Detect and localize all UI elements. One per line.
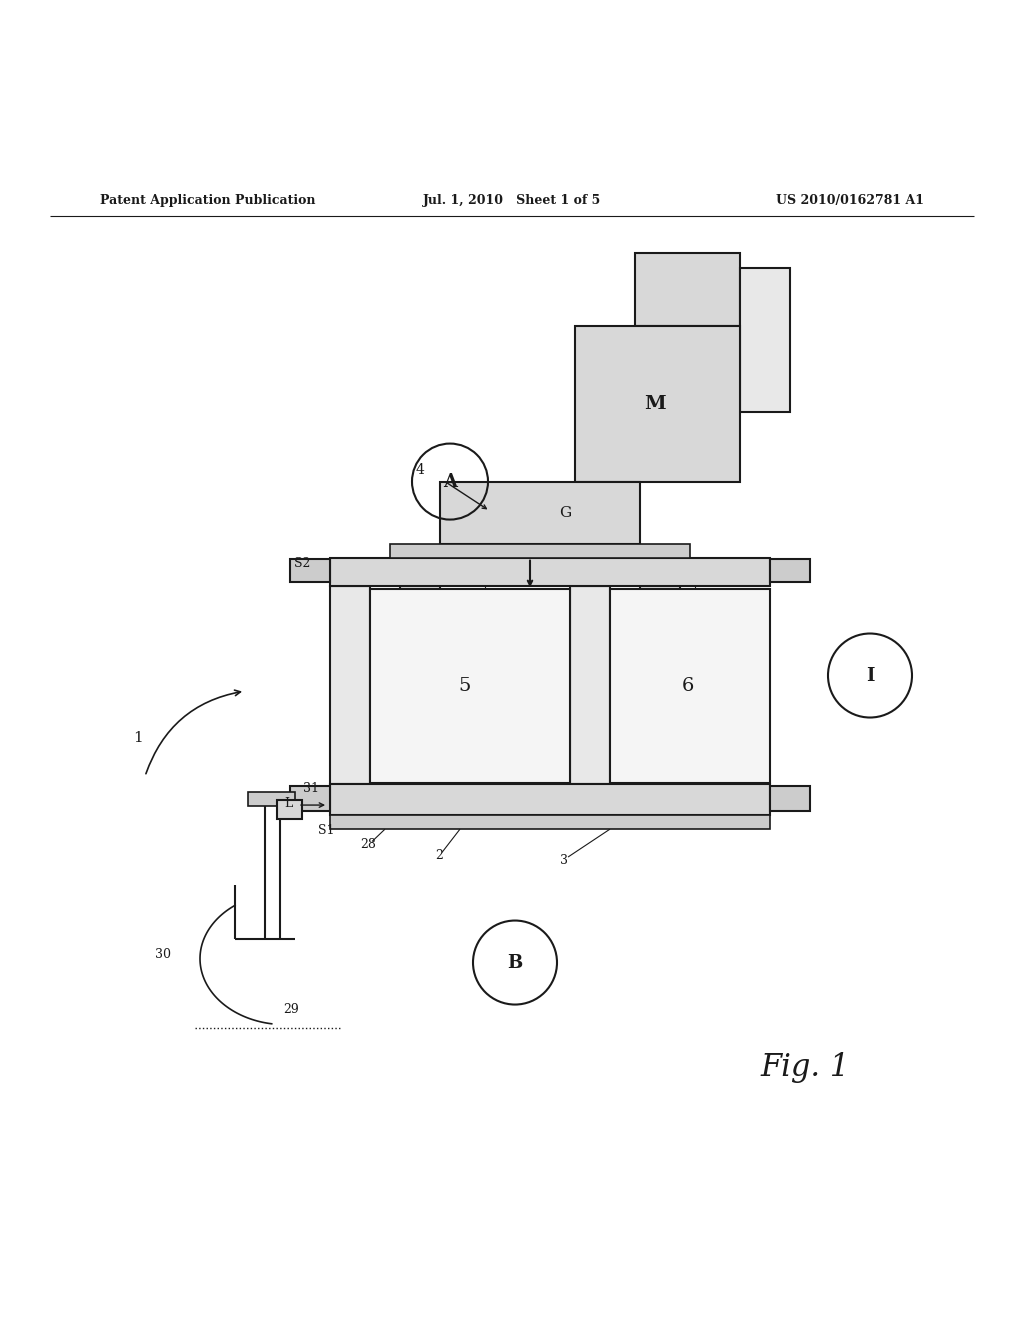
Text: Patent Application Publication: Patent Application Publication [100, 194, 315, 207]
Text: S2: S2 [294, 557, 310, 569]
Text: 3: 3 [560, 854, 568, 867]
Bar [390, 544, 690, 557]
Text: 31: 31 [303, 781, 319, 795]
Bar [248, 792, 295, 805]
Bar [370, 589, 570, 783]
Bar [740, 268, 790, 412]
Bar [290, 560, 330, 582]
Text: 30: 30 [155, 948, 171, 961]
Bar [330, 557, 770, 586]
Text: US 2010/0162781 A1: US 2010/0162781 A1 [776, 194, 924, 207]
Bar [440, 482, 640, 544]
Bar [570, 586, 610, 784]
Bar [330, 816, 770, 829]
Bar [278, 800, 302, 818]
Text: I: I [865, 667, 874, 685]
Text: 5: 5 [459, 677, 471, 694]
Bar [640, 586, 680, 784]
Text: Jul. 1, 2010   Sheet 1 of 5: Jul. 1, 2010 Sheet 1 of 5 [423, 194, 601, 207]
Bar [770, 785, 810, 812]
Bar [635, 252, 740, 326]
Text: 29: 29 [283, 1003, 299, 1015]
Text: Fig. 1: Fig. 1 [760, 1052, 849, 1082]
Bar [770, 560, 810, 582]
Text: 2: 2 [435, 849, 442, 862]
Text: A: A [443, 473, 457, 491]
Bar [330, 586, 370, 784]
Bar [330, 784, 770, 816]
Text: 6: 6 [682, 677, 694, 694]
Text: 1: 1 [133, 730, 143, 744]
Text: M: M [644, 395, 666, 413]
Bar [290, 785, 330, 812]
Bar [575, 326, 740, 482]
Text: S1: S1 [318, 824, 335, 837]
Text: B: B [507, 953, 522, 972]
Bar [610, 589, 770, 783]
Bar [400, 586, 440, 784]
Text: G: G [559, 506, 571, 520]
Text: 4: 4 [416, 463, 424, 477]
Text: 28: 28 [360, 838, 376, 851]
Text: L: L [285, 797, 293, 810]
